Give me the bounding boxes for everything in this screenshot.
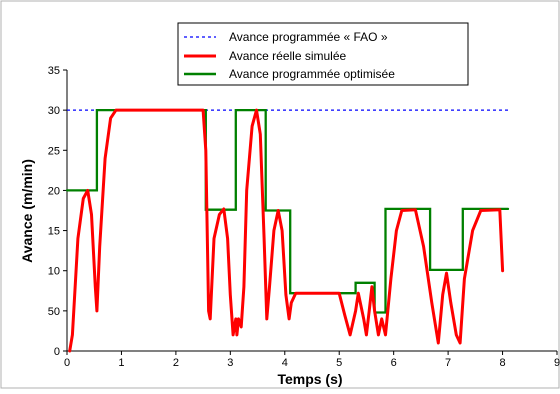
x-axis-title: Temps (s) xyxy=(277,371,342,387)
y-tick-label: 15 xyxy=(48,226,60,238)
y-tick-label: 35 xyxy=(48,65,60,77)
x-tick-label: 6 xyxy=(391,357,397,369)
y-tick-label: 30 xyxy=(48,105,60,117)
x-tick-label: 0 xyxy=(64,357,70,369)
x-tick-label: 2 xyxy=(173,357,179,369)
legend: Avance programmée « FAO » Avance réelle … xyxy=(177,22,469,86)
y-axis-title: Avance (m/min) xyxy=(19,159,35,263)
y-tick-label: 10 xyxy=(48,266,60,278)
x-tick-label: 1 xyxy=(118,357,124,369)
x-tick-label: 4 xyxy=(282,357,288,369)
legend-box xyxy=(177,22,469,86)
x-tick-label: 3 xyxy=(227,357,233,369)
y-tick-label: 25 xyxy=(48,145,60,157)
legend-label-real: Avance réelle simulée xyxy=(229,49,347,63)
y-tick-label: 20 xyxy=(48,185,60,197)
x-tick-label: 7 xyxy=(445,357,451,369)
x-tick-label: 5 xyxy=(336,357,342,369)
simulated-real-feed-line xyxy=(68,108,505,353)
legend-label-optimized: Avance programmée optimisée xyxy=(229,67,395,81)
y-tick-label: 50 xyxy=(48,306,60,318)
y-tick-label: 0 xyxy=(54,346,60,358)
plot-lines xyxy=(65,108,510,353)
x-tick-label: 9 xyxy=(554,357,560,369)
x-tick-label: 8 xyxy=(499,357,505,369)
legend-label-fao: Avance programmée « FAO » xyxy=(229,30,388,44)
